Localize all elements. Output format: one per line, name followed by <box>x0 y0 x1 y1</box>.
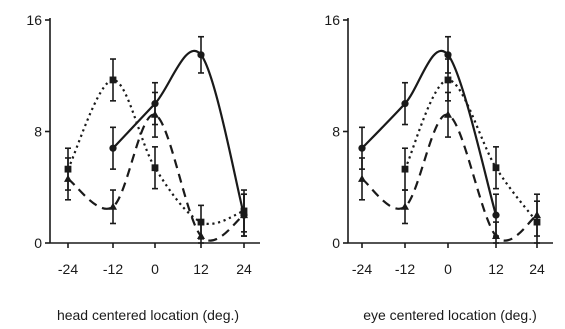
data-point-triangle <box>151 110 159 118</box>
x-tick-label: 12 <box>488 261 504 277</box>
data-point-circle <box>492 211 500 219</box>
x-tick-label: 24 <box>236 261 252 277</box>
data-point-triangle <box>109 202 117 210</box>
x-tick-label: 0 <box>444 261 452 277</box>
x-tick-label: -12 <box>103 261 123 277</box>
data-point-square <box>109 76 117 84</box>
data-point-square <box>492 164 500 172</box>
y-tick-label: 0 <box>34 235 42 251</box>
x-tick-label: -12 <box>395 261 415 277</box>
series-line-solid <box>112 50 246 216</box>
chart-panel-eye-centered: 0 8 16 -24 -12 0 12 24 <box>324 12 553 277</box>
data-point-square <box>444 76 452 84</box>
x-tick-label: -24 <box>58 261 78 277</box>
data-point-triangle <box>444 110 452 118</box>
data-point-circle <box>444 51 452 59</box>
x-axis-label-eye-centered: eye centered location (deg.) <box>363 307 537 323</box>
data-point-square <box>151 164 159 172</box>
data-point-triangle <box>533 210 541 219</box>
x-tick-label: 24 <box>529 261 545 277</box>
series-line-solid <box>361 50 498 216</box>
data-point-triangle <box>240 210 248 219</box>
chart-panel-head-centered: 0 8 16 -24 -12 0 12 24 <box>26 12 260 277</box>
series-line-dashed <box>67 113 245 242</box>
x-axis-label-head-centered: head centered location (deg.) <box>57 307 239 323</box>
data-point-square <box>401 165 409 173</box>
series-line-dotted <box>67 78 245 225</box>
data-point-triangle <box>492 231 500 240</box>
data-point-circle <box>358 144 366 152</box>
data-point-circle <box>197 51 205 59</box>
data-point-circle <box>401 100 409 108</box>
series-line-dashed <box>361 113 538 242</box>
y-tick-label: 8 <box>332 124 340 140</box>
y-tick-label: 8 <box>34 124 42 140</box>
x-tick-label: 0 <box>151 261 159 277</box>
data-point-circle <box>109 144 117 152</box>
data-point-triangle <box>401 202 409 210</box>
y-tick-label: 16 <box>324 12 340 28</box>
x-tick-label: -24 <box>352 261 372 277</box>
y-tick-label: 16 <box>26 12 42 28</box>
x-tick-label: 12 <box>193 261 209 277</box>
data-point-triangle <box>358 174 366 182</box>
data-point-triangle <box>64 174 72 182</box>
series-line-dotted <box>404 78 538 223</box>
data-point-triangle <box>197 231 205 240</box>
y-tick-label: 0 <box>332 235 340 251</box>
